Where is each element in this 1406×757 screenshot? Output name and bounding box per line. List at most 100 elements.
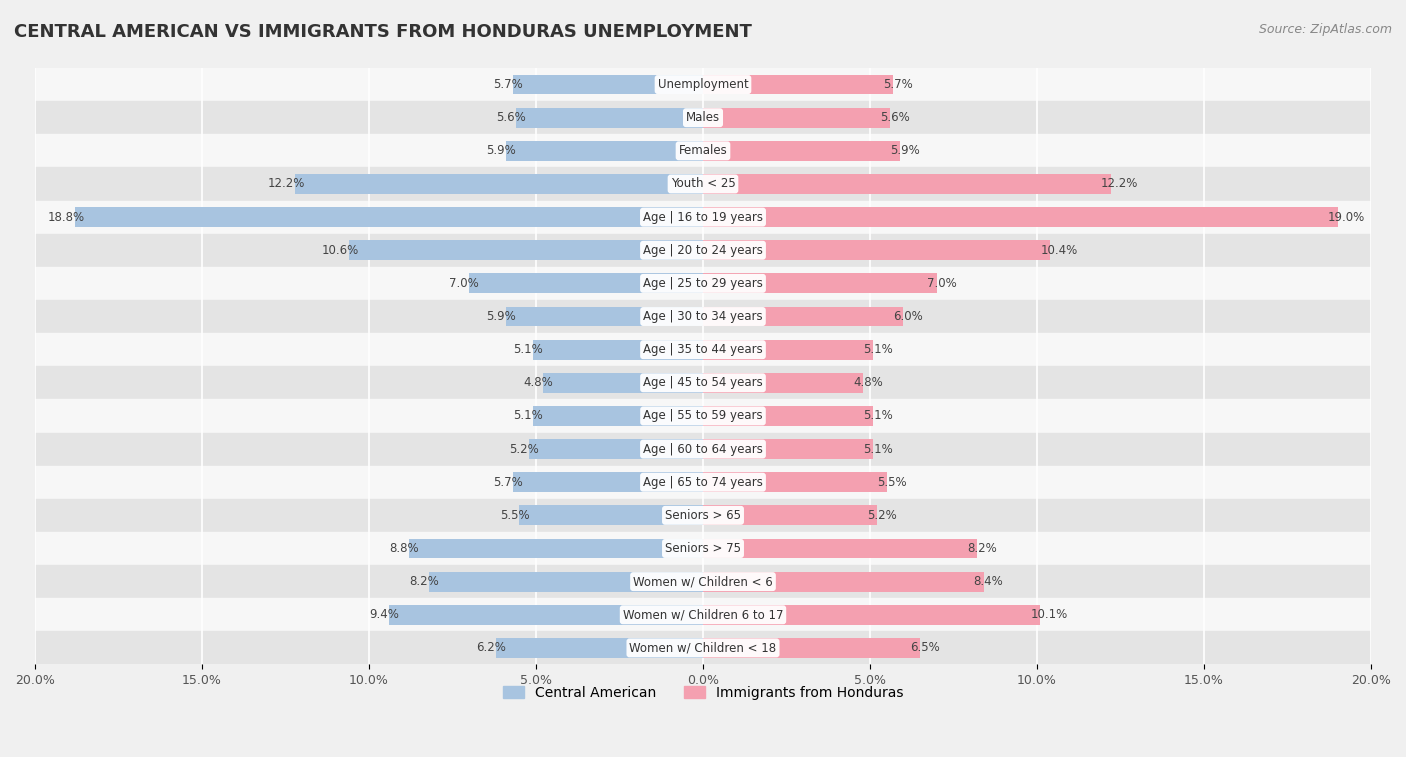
Text: 5.7%: 5.7% bbox=[494, 78, 523, 91]
Bar bbox=[703, 572, 984, 591]
Bar bbox=[35, 300, 1371, 333]
Bar bbox=[35, 101, 1371, 134]
Text: 5.2%: 5.2% bbox=[866, 509, 897, 522]
Bar bbox=[703, 141, 900, 160]
Text: Age | 65 to 74 years: Age | 65 to 74 years bbox=[643, 475, 763, 489]
Bar bbox=[35, 366, 1371, 400]
Text: Seniors > 65: Seniors > 65 bbox=[665, 509, 741, 522]
Bar bbox=[429, 572, 703, 591]
Bar bbox=[409, 538, 703, 559]
Bar bbox=[703, 75, 893, 95]
Text: Age | 30 to 34 years: Age | 30 to 34 years bbox=[643, 310, 763, 323]
Bar bbox=[35, 201, 1371, 234]
Bar bbox=[516, 107, 703, 128]
Text: 5.9%: 5.9% bbox=[486, 145, 516, 157]
Text: 5.9%: 5.9% bbox=[486, 310, 516, 323]
Bar bbox=[389, 605, 703, 625]
Bar bbox=[513, 472, 703, 492]
Bar bbox=[35, 266, 1371, 300]
Bar bbox=[35, 466, 1371, 499]
Bar bbox=[519, 506, 703, 525]
Text: 5.7%: 5.7% bbox=[883, 78, 912, 91]
Text: Males: Males bbox=[686, 111, 720, 124]
Text: Women w/ Children < 18: Women w/ Children < 18 bbox=[630, 641, 776, 654]
Bar bbox=[506, 307, 703, 326]
Bar bbox=[703, 340, 873, 360]
Bar bbox=[703, 406, 873, 426]
Text: Youth < 25: Youth < 25 bbox=[671, 177, 735, 191]
Text: Women w/ Children 6 to 17: Women w/ Children 6 to 17 bbox=[623, 609, 783, 621]
Text: 5.5%: 5.5% bbox=[877, 475, 907, 489]
Text: 18.8%: 18.8% bbox=[48, 210, 84, 223]
Bar bbox=[506, 141, 703, 160]
Text: Age | 45 to 54 years: Age | 45 to 54 years bbox=[643, 376, 763, 389]
Text: Women w/ Children < 6: Women w/ Children < 6 bbox=[633, 575, 773, 588]
Text: Females: Females bbox=[679, 145, 727, 157]
Text: 12.2%: 12.2% bbox=[269, 177, 305, 191]
Bar bbox=[35, 565, 1371, 598]
Text: 10.6%: 10.6% bbox=[322, 244, 359, 257]
Text: 4.8%: 4.8% bbox=[853, 376, 883, 389]
Text: 10.4%: 10.4% bbox=[1040, 244, 1077, 257]
Text: 8.4%: 8.4% bbox=[973, 575, 1004, 588]
Bar bbox=[703, 538, 977, 559]
Bar bbox=[75, 207, 703, 227]
Text: Age | 35 to 44 years: Age | 35 to 44 years bbox=[643, 343, 763, 356]
Bar bbox=[35, 598, 1371, 631]
Bar bbox=[349, 240, 703, 260]
Bar bbox=[703, 107, 890, 128]
Bar bbox=[703, 506, 877, 525]
Text: Age | 16 to 19 years: Age | 16 to 19 years bbox=[643, 210, 763, 223]
Bar bbox=[703, 174, 1111, 194]
Text: 9.4%: 9.4% bbox=[370, 609, 399, 621]
Bar bbox=[496, 638, 703, 658]
Text: Unemployment: Unemployment bbox=[658, 78, 748, 91]
Text: Seniors > 75: Seniors > 75 bbox=[665, 542, 741, 555]
Text: Source: ZipAtlas.com: Source: ZipAtlas.com bbox=[1258, 23, 1392, 36]
Text: 5.2%: 5.2% bbox=[509, 443, 540, 456]
Bar bbox=[35, 333, 1371, 366]
Text: Age | 25 to 29 years: Age | 25 to 29 years bbox=[643, 277, 763, 290]
Bar bbox=[703, 472, 887, 492]
Bar bbox=[35, 631, 1371, 665]
Text: 5.1%: 5.1% bbox=[863, 410, 893, 422]
Bar bbox=[533, 406, 703, 426]
Text: CENTRAL AMERICAN VS IMMIGRANTS FROM HONDURAS UNEMPLOYMENT: CENTRAL AMERICAN VS IMMIGRANTS FROM HOND… bbox=[14, 23, 752, 41]
Bar bbox=[35, 167, 1371, 201]
Text: 8.2%: 8.2% bbox=[409, 575, 439, 588]
Bar bbox=[703, 439, 873, 459]
Text: 8.2%: 8.2% bbox=[967, 542, 997, 555]
Text: 5.7%: 5.7% bbox=[494, 475, 523, 489]
Bar bbox=[703, 605, 1040, 625]
Text: 5.1%: 5.1% bbox=[863, 443, 893, 456]
Bar bbox=[703, 273, 936, 293]
Text: Age | 55 to 59 years: Age | 55 to 59 years bbox=[643, 410, 763, 422]
Bar bbox=[35, 234, 1371, 266]
Text: Age | 60 to 64 years: Age | 60 to 64 years bbox=[643, 443, 763, 456]
Bar bbox=[703, 638, 920, 658]
Text: 8.8%: 8.8% bbox=[389, 542, 419, 555]
Text: 7.0%: 7.0% bbox=[927, 277, 956, 290]
Bar bbox=[35, 68, 1371, 101]
Bar bbox=[35, 432, 1371, 466]
Text: 4.8%: 4.8% bbox=[523, 376, 553, 389]
Bar bbox=[703, 373, 863, 393]
Bar bbox=[543, 373, 703, 393]
Bar bbox=[529, 439, 703, 459]
Bar bbox=[703, 307, 904, 326]
Bar bbox=[513, 75, 703, 95]
Text: 5.9%: 5.9% bbox=[890, 145, 920, 157]
Bar bbox=[35, 134, 1371, 167]
Text: 10.1%: 10.1% bbox=[1031, 609, 1067, 621]
Text: Age | 20 to 24 years: Age | 20 to 24 years bbox=[643, 244, 763, 257]
Bar bbox=[470, 273, 703, 293]
Bar bbox=[703, 240, 1050, 260]
Text: 5.5%: 5.5% bbox=[499, 509, 529, 522]
Text: 12.2%: 12.2% bbox=[1101, 177, 1137, 191]
Text: 5.1%: 5.1% bbox=[513, 410, 543, 422]
Text: 5.6%: 5.6% bbox=[880, 111, 910, 124]
Text: 5.6%: 5.6% bbox=[496, 111, 526, 124]
Bar bbox=[35, 499, 1371, 532]
Text: 19.0%: 19.0% bbox=[1327, 210, 1365, 223]
Legend: Central American, Immigrants from Honduras: Central American, Immigrants from Hondur… bbox=[498, 680, 908, 706]
